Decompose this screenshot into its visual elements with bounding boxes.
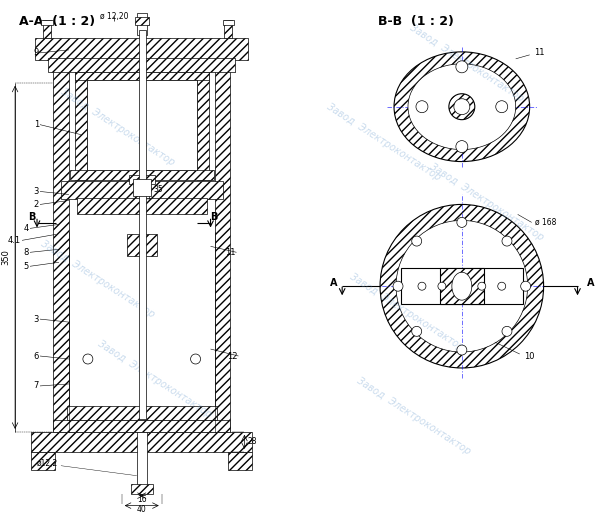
Text: 6: 6 — [34, 352, 39, 360]
Text: 12: 12 — [227, 352, 238, 360]
Bar — [70, 169, 214, 180]
Bar — [137, 432, 147, 486]
Bar — [129, 175, 155, 184]
Bar — [67, 406, 217, 420]
Bar — [48, 58, 235, 72]
Bar — [75, 72, 87, 180]
Text: Завод  Электроконтактор: Завод Электроконтактор — [348, 271, 466, 353]
Circle shape — [438, 282, 446, 290]
Bar — [137, 13, 147, 35]
Text: А-А  (1 : 2): А-А (1 : 2) — [19, 15, 95, 28]
Bar — [61, 181, 223, 199]
Circle shape — [380, 204, 544, 368]
Circle shape — [498, 282, 506, 290]
Text: А: А — [586, 278, 594, 288]
Circle shape — [521, 281, 530, 291]
Text: 3: 3 — [34, 187, 39, 196]
Circle shape — [454, 99, 470, 115]
Ellipse shape — [408, 64, 515, 149]
Circle shape — [456, 61, 468, 73]
Circle shape — [396, 220, 527, 352]
Bar — [75, 72, 209, 80]
Text: В: В — [211, 212, 218, 222]
Text: 11: 11 — [225, 248, 235, 257]
Text: 16: 16 — [137, 495, 146, 504]
Text: 350: 350 — [1, 249, 10, 265]
Text: Завод  Электроконтактор: Завод Электроконтактор — [355, 375, 472, 456]
Bar — [87, 80, 197, 169]
Text: 35: 35 — [154, 185, 163, 194]
Circle shape — [449, 94, 475, 119]
Text: Завод  Электроконтактор: Завод Электроконтактор — [325, 102, 443, 183]
Circle shape — [457, 345, 467, 355]
Bar — [224, 20, 232, 38]
Bar — [440, 268, 484, 304]
Bar — [133, 179, 151, 196]
Text: 5: 5 — [24, 262, 29, 271]
Bar — [41, 20, 53, 25]
Text: 11: 11 — [533, 48, 544, 57]
Bar — [127, 234, 157, 256]
Circle shape — [412, 327, 422, 336]
Bar — [43, 20, 51, 38]
Bar — [53, 420, 230, 432]
Text: 7: 7 — [34, 382, 39, 390]
Text: ø12,2: ø12,2 — [37, 459, 58, 468]
Circle shape — [83, 354, 93, 364]
Bar — [77, 198, 206, 214]
Text: ø 168: ø 168 — [535, 218, 556, 227]
Circle shape — [502, 327, 512, 336]
Bar — [139, 30, 146, 419]
Text: 4.1: 4.1 — [8, 236, 21, 245]
Text: Завод  Электроконтактор: Завод Электроконтактор — [59, 86, 176, 167]
Bar — [197, 72, 209, 180]
Text: 10: 10 — [524, 352, 534, 360]
Bar — [53, 40, 69, 432]
Bar — [215, 40, 230, 432]
Ellipse shape — [452, 272, 472, 300]
Text: 3: 3 — [34, 315, 39, 323]
Text: 4: 4 — [24, 224, 29, 233]
Bar — [401, 268, 523, 304]
Text: 28: 28 — [247, 437, 257, 447]
Text: Завод  Электроконтактор: Завод Электроконтактор — [96, 338, 213, 419]
Bar — [31, 432, 253, 452]
Bar — [131, 484, 152, 494]
Text: 1: 1 — [34, 120, 39, 129]
Circle shape — [418, 282, 426, 290]
Circle shape — [412, 236, 422, 246]
Bar — [229, 452, 253, 470]
Text: 40: 40 — [137, 505, 146, 514]
Circle shape — [456, 141, 468, 152]
Bar — [35, 38, 248, 60]
Circle shape — [191, 354, 200, 364]
Text: В: В — [28, 212, 35, 222]
Circle shape — [478, 282, 486, 290]
Text: 2: 2 — [34, 200, 39, 209]
Circle shape — [393, 281, 403, 291]
Text: 9: 9 — [34, 48, 39, 57]
Circle shape — [496, 101, 508, 113]
Text: А: А — [330, 278, 338, 288]
Bar — [135, 17, 149, 25]
Circle shape — [502, 236, 512, 246]
Ellipse shape — [394, 52, 530, 162]
Bar — [223, 20, 235, 25]
Text: В-В  (1 : 2): В-В (1 : 2) — [378, 15, 454, 28]
Circle shape — [457, 217, 467, 227]
Circle shape — [416, 101, 428, 113]
Bar — [31, 452, 55, 470]
Text: Завод  Электроконтактор: Завод Электроконтактор — [39, 239, 157, 320]
Text: Завод  Электроконтактор: Завод Электроконтактор — [408, 22, 525, 104]
Text: ø 12,20: ø 12,20 — [100, 12, 128, 21]
Text: 8: 8 — [23, 248, 29, 257]
Text: Завод  Электроконтактор: Завод Электроконтактор — [428, 162, 545, 243]
